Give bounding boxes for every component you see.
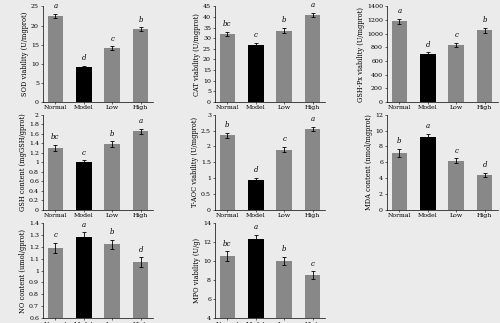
Text: b: b (138, 16, 143, 24)
Bar (76, 162, 92, 210)
Text: b: b (397, 137, 402, 145)
Y-axis label: SOD viability (U/mgprot): SOD viability (U/mgprot) (21, 12, 29, 96)
Bar (76, 68, 92, 102)
Bar (248, 239, 264, 323)
Text: a: a (426, 122, 430, 130)
Text: a: a (310, 1, 314, 9)
Bar (477, 175, 492, 210)
Bar (420, 137, 436, 210)
Bar (477, 30, 492, 102)
Bar (276, 150, 292, 210)
Bar (133, 131, 148, 210)
Text: a: a (138, 117, 142, 125)
Bar (104, 48, 120, 102)
Bar (392, 153, 407, 210)
Bar (76, 237, 92, 323)
Text: d: d (82, 54, 86, 62)
Text: a: a (254, 224, 258, 232)
Bar (104, 144, 120, 210)
Text: d: d (426, 41, 430, 48)
Text: bc: bc (223, 20, 232, 28)
Y-axis label: NO content (umol/gprot): NO content (umol/gprot) (19, 228, 27, 313)
Bar (248, 180, 264, 210)
Bar (48, 248, 63, 323)
Text: d: d (138, 245, 143, 254)
Text: c: c (454, 147, 458, 154)
Bar (133, 29, 148, 102)
Y-axis label: GSH content (mgGSH/gprot): GSH content (mgGSH/gprot) (19, 113, 27, 211)
Y-axis label: CAT viability (U/mgprot): CAT viability (U/mgprot) (193, 13, 201, 96)
Text: b: b (282, 16, 286, 25)
Bar (48, 16, 63, 102)
Text: b: b (110, 130, 114, 138)
Bar (220, 256, 235, 323)
Y-axis label: MPO viability (U/g): MPO viability (U/g) (193, 238, 201, 303)
Bar (104, 244, 120, 323)
Text: bc: bc (51, 133, 60, 141)
Y-axis label: MDA content (nmol/mgprot): MDA content (nmol/mgprot) (365, 114, 373, 210)
Bar (48, 148, 63, 210)
Bar (220, 34, 235, 102)
Text: c: c (454, 31, 458, 39)
Text: b: b (225, 121, 230, 129)
Bar (305, 15, 320, 102)
Text: a: a (398, 7, 402, 15)
Text: c: c (282, 135, 286, 143)
Bar (305, 129, 320, 210)
Text: b: b (282, 245, 286, 253)
Bar (448, 45, 464, 102)
Text: a: a (54, 2, 58, 10)
Bar (248, 45, 264, 102)
Text: c: c (54, 231, 58, 239)
Text: c: c (310, 260, 314, 268)
Bar (276, 31, 292, 102)
Text: d: d (482, 161, 487, 169)
Bar (276, 261, 292, 323)
Text: a: a (310, 115, 314, 123)
Bar (305, 275, 320, 323)
Text: bc: bc (223, 240, 232, 248)
Bar (133, 262, 148, 323)
Text: c: c (254, 31, 258, 39)
Y-axis label: GSH-Px viability (U/mgprot): GSH-Px viability (U/mgprot) (357, 6, 365, 102)
Bar (220, 135, 235, 210)
Text: a: a (82, 221, 86, 229)
Text: d: d (254, 166, 258, 174)
Bar (392, 21, 407, 102)
Text: b: b (110, 228, 114, 236)
Text: c: c (82, 149, 86, 157)
Bar (420, 54, 436, 102)
Text: c: c (110, 35, 114, 43)
Text: b: b (482, 16, 487, 24)
Bar (448, 161, 464, 210)
Y-axis label: T-AOC viability (U/mgprot): T-AOC viability (U/mgprot) (191, 117, 199, 207)
